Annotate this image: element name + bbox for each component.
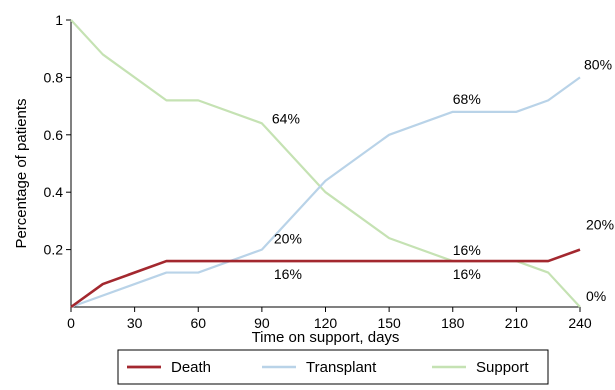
data-label: 20%: [586, 217, 614, 233]
data-label: 16%: [453, 266, 481, 282]
legend-label-transplant: Transplant: [306, 359, 377, 376]
y-axis-ticks: 0.2 0.4 0.6 0.8 1: [44, 12, 71, 258]
data-label: 20%: [274, 231, 302, 247]
legend-box: [117, 349, 549, 385]
y-tick-label: 1: [55, 12, 63, 28]
data-label: 16%: [453, 242, 481, 258]
data-label: 64%: [272, 110, 300, 126]
data-label: 68%: [453, 91, 481, 107]
x-tick-label: 210: [505, 315, 529, 331]
x-axis-title: Time on support, days: [252, 329, 400, 346]
y-tick-label: 0.2: [44, 242, 64, 258]
series-line-death: [70, 248, 581, 309]
x-tick-label: 90: [254, 315, 270, 331]
data-label: 16%: [274, 266, 302, 282]
x-tick-label: 180: [441, 315, 465, 331]
legend-label-death: Death: [171, 359, 211, 376]
x-tick-label: 240: [568, 315, 592, 331]
y-tick-label: 0.6: [44, 127, 64, 143]
series-layer: [70, 19, 581, 309]
data-label: 0%: [586, 288, 606, 304]
x-tick-label: 120: [314, 315, 338, 331]
legend: Death Transplant Support: [117, 349, 549, 385]
x-tick-label: 30: [127, 315, 143, 331]
series-line-transplant: [70, 76, 581, 309]
y-axis-title: Percentage of patients: [13, 98, 30, 248]
axes: [70, 20, 580, 308]
x-tick-label: 0: [67, 315, 75, 331]
x-axis-ticks: 0 30 60 90 120 150 180 210 240: [67, 307, 592, 331]
series-line-support: [70, 19, 581, 308]
data-label: 80%: [584, 56, 612, 72]
legend-label-support: Support: [476, 359, 529, 376]
x-tick-label: 60: [190, 315, 206, 331]
data-labels: 64% 68% 80% 20% 16% 16% 16% 20% 0%: [272, 56, 614, 304]
y-tick-label: 0.8: [44, 69, 64, 85]
y-tick-label: 0.4: [44, 184, 64, 200]
x-tick-label: 150: [377, 315, 401, 331]
